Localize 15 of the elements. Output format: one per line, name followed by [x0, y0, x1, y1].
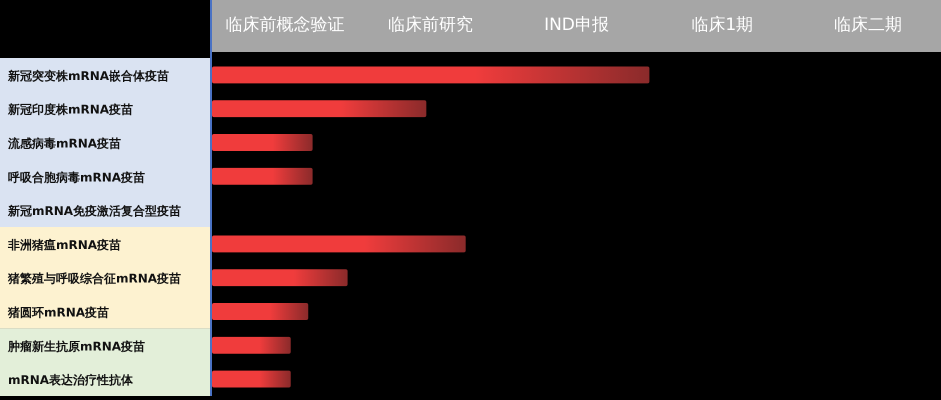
y-tick-label: 肿瘤新生抗原mRNA疫苗 [7, 339, 146, 354]
y-tick-label: 新冠印度株mRNA疫苗 [7, 102, 134, 117]
y-tick-label: 呼吸合胞病毒mRNA疫苗 [8, 170, 146, 184]
text: 临床1期 [691, 15, 754, 35]
y-tick-label: 新冠突变株mRNA嵌合体疫苗 [7, 68, 170, 83]
y-tick-label: 流感病毒mRNA疫苗 [7, 136, 122, 150]
y-tick-label: 非洲猪瘟mRNA疫苗 [7, 238, 122, 252]
text: 临床二期 [834, 15, 902, 35]
text: IND申报 [544, 15, 609, 35]
y-tick-label: 猪繁殖与呼吸综合征mRNA疫苗 [7, 272, 182, 286]
text: 临床前概念验证 [225, 15, 344, 35]
text: 临床前研究 [388, 15, 474, 35]
y-tick-label: 猪圆环mRNA疫苗 [7, 306, 110, 320]
y-tick-label: mRNA表达治疗性抗体 [8, 373, 134, 388]
y-tick-label: 新冠mRNA免疫激活复合型疫苗 [7, 204, 182, 218]
